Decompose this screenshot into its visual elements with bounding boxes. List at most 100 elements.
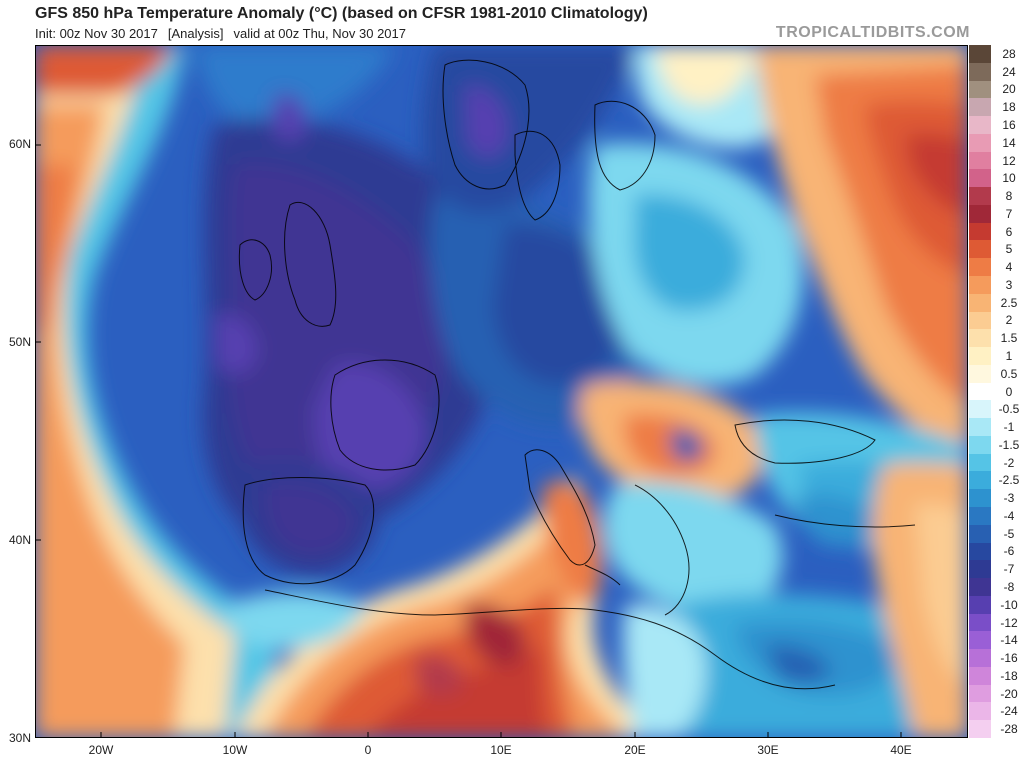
colorbar-label: -7 <box>1003 562 1015 577</box>
finland-outline <box>594 100 656 191</box>
colorbar-segment <box>969 116 991 135</box>
lon-label-40e: 40E <box>890 743 912 757</box>
colorbar-label: -12 <box>1000 615 1018 630</box>
colorbar-label: 6 <box>1005 224 1013 239</box>
colorbar-label: -14 <box>1000 633 1018 648</box>
lat-label-60n: 60N <box>8 137 31 151</box>
colorbar-segment <box>969 133 991 153</box>
colorbar-label: -24 <box>1000 704 1018 719</box>
colorbar-label: -6 <box>1003 544 1015 559</box>
colorbar-segment <box>969 187 991 206</box>
colorbar-segment <box>969 311 991 330</box>
colorbar-label: 24 <box>1002 64 1016 79</box>
colorbar-segment <box>969 666 991 686</box>
colorbar-label: 2 <box>1005 313 1013 328</box>
colorbar-segment <box>969 293 991 313</box>
colorbar-label: -5 <box>1003 526 1015 541</box>
colorbar-label: 1 <box>1005 348 1013 363</box>
colorbar-label: -18 <box>1000 668 1018 683</box>
colorbar-label: -3 <box>1003 491 1015 506</box>
colorbar-segment <box>969 613 991 632</box>
map-frame <box>35 45 968 738</box>
colorbar-segment <box>969 151 991 170</box>
italy-outline <box>524 449 596 566</box>
colorbar-label: -20 <box>1000 686 1018 701</box>
colorbar-segment <box>969 524 991 544</box>
colorbar-segment <box>969 631 991 650</box>
colorbar-segment <box>969 649 991 668</box>
colorbar-segment <box>969 418 991 437</box>
colorbar-segment <box>969 400 991 419</box>
colorbar-segment <box>969 578 991 597</box>
colorbar-label: -28 <box>1000 722 1018 737</box>
france-outline <box>330 359 440 471</box>
colorbar-segment <box>969 720 991 739</box>
colorbar-label: -8 <box>1003 579 1015 594</box>
norway-outline <box>442 59 530 190</box>
colorbar <box>969 45 991 739</box>
colorbar-segment <box>969 507 991 526</box>
colorbar-segment <box>969 702 991 721</box>
colorbar-label: -2 <box>1003 455 1015 470</box>
colorbar-segment <box>969 595 991 615</box>
north-africa-coast <box>264 589 836 690</box>
colorbar-label: 4 <box>1005 260 1013 275</box>
lon-label-20w: 20W <box>88 743 114 757</box>
colorbar-label: -16 <box>1000 651 1018 666</box>
black-sea-outline <box>734 419 876 464</box>
ireland-outline <box>238 239 272 301</box>
brand-watermark: TROPICALTIDBITS.COM <box>775 24 970 41</box>
page-title: GFS 850 hPa Temperature Anomaly (°C) (ba… <box>35 5 648 22</box>
lon-label-0: 0 <box>364 743 372 757</box>
colorbar-segment <box>969 204 991 224</box>
init-time: Init: 00z Nov 30 2017 <box>35 26 158 41</box>
colorbar-label: -0.5 <box>998 402 1020 417</box>
colorbar-label: 5 <box>1005 242 1013 257</box>
colorbar-label: 8 <box>1005 189 1013 204</box>
colorbar-label: 20 <box>1002 82 1016 97</box>
iberia-outline <box>242 477 375 585</box>
header: GFS 850 hPa Temperature Anomaly (°C) (ba… <box>0 0 1024 45</box>
colorbar-segment <box>969 453 991 472</box>
colorbar-segment <box>969 222 991 241</box>
colorbar-label: 3 <box>1005 277 1013 292</box>
colorbar-label: -10 <box>1000 597 1018 612</box>
colorbar-label: -1 <box>1003 420 1015 435</box>
balkan-coast <box>634 484 690 616</box>
subtitle: Init: 00z Nov 30 2017 [Analysis] valid at … <box>35 26 406 41</box>
lon-label-30e: 30E <box>757 743 779 757</box>
sweden-outline <box>514 130 561 221</box>
lon-label-10e: 10E <box>490 743 512 757</box>
colorbar-segment <box>969 489 991 508</box>
lon-label-10w: 10W <box>222 743 248 757</box>
colorbar-label: 0.5 <box>1000 366 1018 381</box>
colorbar-segment <box>969 62 991 82</box>
colorbar-segment <box>969 542 991 561</box>
lon-label-20e: 20E <box>624 743 646 757</box>
map-svg <box>35 45 968 738</box>
valid-time: valid at 00z Thu, Nov 30 2017 <box>233 26 407 41</box>
sicily-outline <box>584 564 621 586</box>
colorbar-segment <box>969 435 991 455</box>
colorbar-label: 14 <box>1002 135 1016 150</box>
colorbar-label: 7 <box>1005 206 1013 221</box>
colorbar-segment <box>969 329 991 348</box>
colorbar-label: 10 <box>1002 171 1016 186</box>
colorbar-segment <box>969 364 991 384</box>
anomaly-map <box>35 45 968 738</box>
colorbar-segment <box>969 98 991 117</box>
colorbar-segment <box>969 347 991 366</box>
lat-label-50n: 50N <box>8 335 31 349</box>
lat-label-40n: 40N <box>8 533 31 547</box>
anomaly-field <box>35 45 968 738</box>
colorbar-segment <box>969 80 991 99</box>
colorbar-label: 0 <box>1005 384 1013 399</box>
coastlines <box>238 59 916 690</box>
britain-outline <box>284 202 337 327</box>
colorbar-label: 28 <box>1002 46 1016 61</box>
colorbar-label: 16 <box>1002 117 1016 132</box>
colorbar-segment <box>969 169 991 188</box>
colorbar-label: -1.5 <box>998 437 1020 452</box>
colorbar-segment <box>969 240 991 259</box>
colorbar-label: 2.5 <box>1000 295 1018 310</box>
